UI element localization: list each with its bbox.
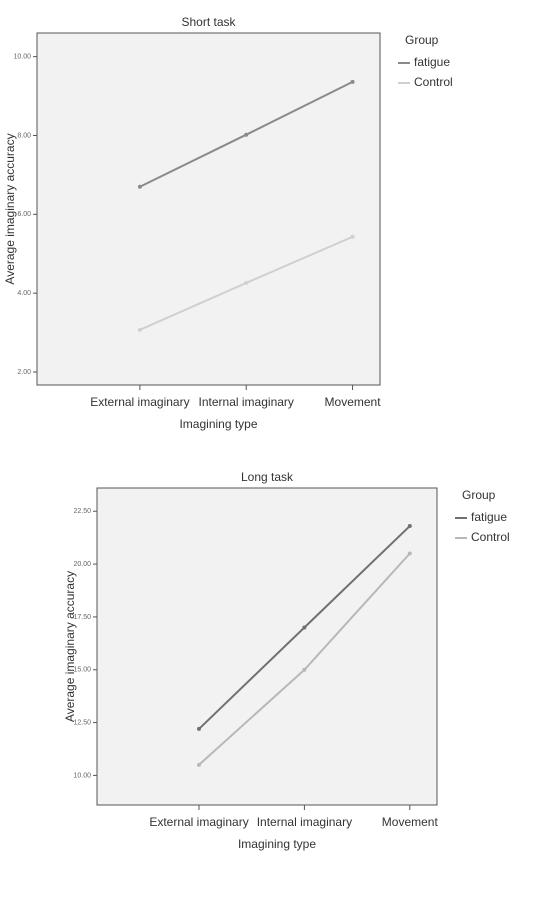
y-tick-label: 4.00 <box>17 290 31 297</box>
legend-title: Group <box>462 488 496 502</box>
page: Short task 2.00 4.00 6.00 8.00 10.00 External … <box>0 0 533 904</box>
data-point <box>351 235 355 239</box>
x-tick-label: Internal imaginary <box>257 815 352 829</box>
x-tick-label: Internal imaginary <box>199 395 294 409</box>
chart-title: Short task <box>181 15 236 29</box>
plot-area <box>97 488 437 805</box>
data-point <box>138 185 142 189</box>
x-tick-label: Movement <box>382 815 439 829</box>
legend-label: Control <box>414 75 453 89</box>
legend-label: fatigue <box>471 510 507 524</box>
data-point <box>244 281 248 285</box>
x-tick-label: Movement <box>325 395 382 409</box>
data-point <box>197 727 201 731</box>
y-tick-label: 6.00 <box>17 211 31 218</box>
y-tick-label: 22.50 <box>73 508 91 515</box>
data-point <box>351 80 355 84</box>
data-point <box>302 668 306 672</box>
legend-label: Control <box>471 530 510 544</box>
y-tick-label: 10.00 <box>13 53 31 60</box>
data-point <box>138 328 142 332</box>
plot-area <box>37 33 380 385</box>
y-tick-label: 10.00 <box>73 772 91 779</box>
y-tick-label: 20.00 <box>73 561 91 568</box>
x-tick-label: External imaginary <box>90 395 189 409</box>
y-tick-label: 8.00 <box>17 132 31 139</box>
y-axis-label: Average imaginary accuracy <box>63 571 77 722</box>
legend-label: fatigue <box>414 55 450 69</box>
data-point <box>408 552 412 556</box>
data-point <box>197 763 201 767</box>
x-tick-label: External imaginary <box>149 815 248 829</box>
x-axis-label: Imagining type <box>179 417 257 431</box>
x-axis-label: Imagining type <box>238 837 316 851</box>
legend-title: Group <box>405 33 439 47</box>
data-point <box>408 524 412 528</box>
data-point <box>244 133 248 137</box>
y-axis-label: Average imaginary accuracy <box>3 133 17 284</box>
y-tick-label: 2.00 <box>17 369 31 376</box>
chart-title: Long task <box>241 470 294 484</box>
data-point <box>302 625 306 629</box>
